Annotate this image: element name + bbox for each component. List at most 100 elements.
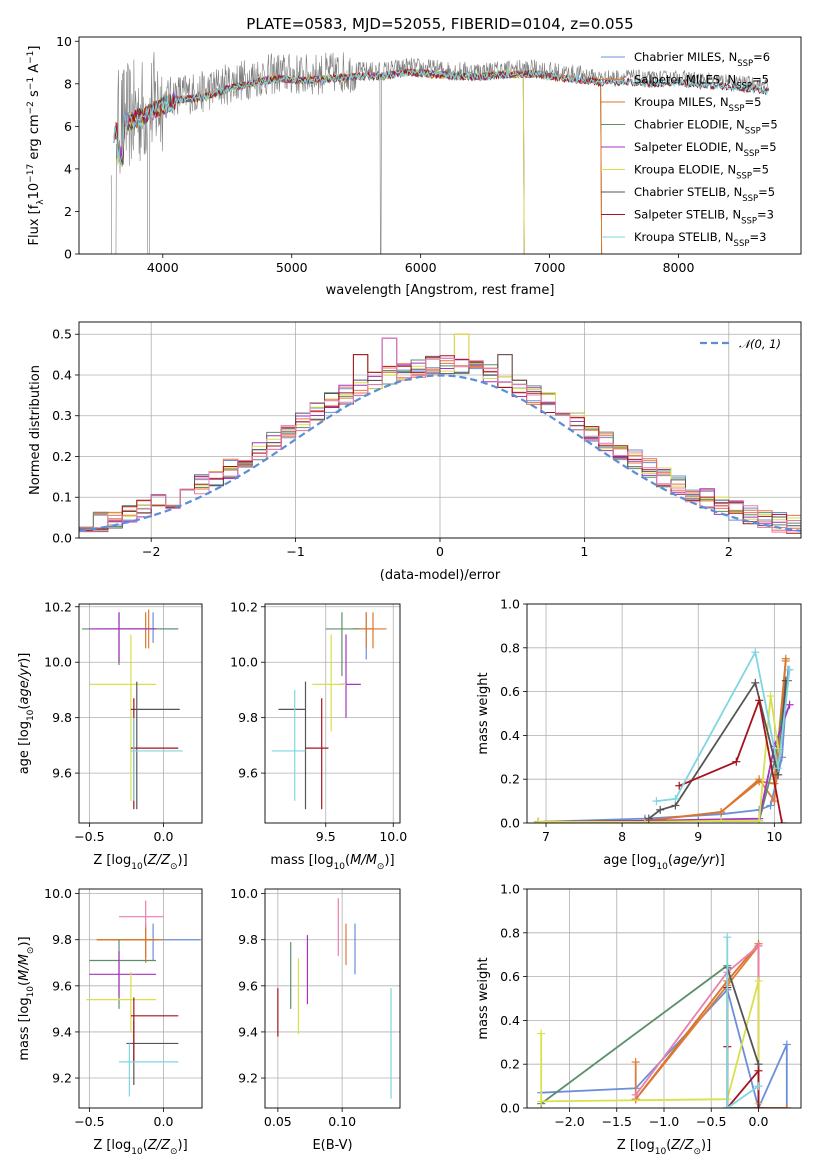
x-tick-label: 0.0 — [154, 829, 174, 844]
y-tick-label: 0.0 — [500, 1101, 520, 1116]
legend-entry: Salpeter MILES, NSSP=5 — [634, 73, 769, 92]
x-tick-label: 0.05 — [264, 1114, 292, 1129]
y-tick-label: 0.1 — [52, 490, 72, 505]
y-tick-label: 9.6 — [52, 766, 72, 781]
x-tick-label: 7000 — [534, 260, 566, 275]
y-tick-label: 0.0 — [52, 531, 72, 546]
x-axis-label: Z [log10(Z/Z⊙)] — [93, 853, 187, 872]
weight-marker — [717, 816, 726, 823]
weight-marker — [723, 1104, 732, 1108]
y-tick-label: 0.3 — [52, 408, 72, 423]
y-tick-label: 0.4 — [52, 367, 72, 382]
x-tick-label: 6000 — [405, 260, 437, 275]
axes-frame — [78, 321, 802, 539]
x-tick-label: 0.0 — [154, 1114, 174, 1129]
legend-entry: Kroupa STELIB, NSSP=3 — [634, 230, 766, 249]
weight-line — [538, 658, 787, 823]
data-point — [359, 612, 387, 649]
y-tick-label: 9.2 — [238, 1071, 258, 1086]
weight-marker — [754, 1104, 763, 1108]
data-point — [119, 1043, 179, 1097]
x-tick-label: 0 — [436, 544, 444, 559]
legend: Chabrier MILES, NSSP=6 Salpeter MILES, NS… — [601, 50, 778, 249]
y-axis-label: Flux [fλ10−17 erg cm−2 s−1 A−1] — [26, 46, 46, 246]
y-tick-label: 0.2 — [52, 449, 72, 464]
x-axis-label: (data-model)/error — [380, 568, 501, 583]
axes-frame — [264, 603, 401, 824]
weight-marker — [754, 976, 763, 985]
plot-area — [537, 933, 791, 1108]
axes-frame — [78, 603, 203, 824]
y-tick-label: 0.6 — [500, 684, 520, 699]
panel-EBV-mass: 0.05 0.10 9.2 9.4 9.6 9.8 10.0 E(B-V) — [230, 886, 401, 1153]
x-axis-label: mass [log10(M/M⊙)] — [270, 853, 394, 872]
weight-marker — [785, 700, 794, 709]
weight-marker — [656, 805, 665, 814]
weight-marker — [652, 797, 661, 806]
y-tick-label: 10.2 — [230, 599, 258, 614]
normal-curve — [79, 374, 801, 532]
y-tick-label: 0.2 — [500, 772, 520, 787]
weight-marker — [755, 777, 764, 786]
data-point — [89, 951, 157, 998]
weight-marker — [754, 1066, 763, 1075]
weight-marker — [537, 1097, 546, 1106]
weight-line — [678, 697, 783, 823]
weight-line — [538, 695, 780, 823]
weight-marker — [755, 696, 764, 705]
weight-marker — [766, 691, 775, 700]
y-tick-label: 9.6 — [238, 766, 258, 781]
weight-marker — [644, 814, 653, 823]
legend-entry: Chabrier ELODIE, NSSP=5 — [634, 118, 778, 137]
x-tick-label: −2 — [142, 544, 160, 559]
y-tick-label: 0.5 — [52, 327, 72, 342]
x-tick-label: 9 — [694, 829, 702, 844]
plot-area — [534, 648, 794, 823]
data-point — [89, 612, 157, 663]
legend-entry: 𝒩(0, 1) — [739, 337, 781, 351]
x-tick-label: 2 — [725, 544, 733, 559]
data-point — [305, 698, 329, 810]
weight-marker — [755, 816, 764, 823]
axes-frame — [78, 36, 802, 255]
weight-marker — [754, 941, 763, 950]
plot-area — [86, 900, 201, 1097]
legend: 𝒩(0, 1) — [700, 337, 781, 351]
data-point — [130, 681, 180, 810]
plot-area — [277, 898, 392, 1099]
y-tick-label: 0.4 — [500, 728, 520, 743]
weight-marker — [777, 819, 786, 823]
legend-entry: Salpeter ELODIE, NSSP=5 — [634, 140, 777, 159]
y-tick-label: 9.2 — [52, 1071, 72, 1086]
data-point — [130, 698, 179, 810]
y-tick-label: 9.8 — [238, 710, 258, 725]
data-point — [111, 923, 201, 961]
x-tick-label: −2.0 — [554, 1114, 584, 1129]
y-tick-label: 1.0 — [500, 597, 520, 612]
weight-marker — [631, 1058, 640, 1067]
x-tick-label: −1.5 — [602, 1114, 632, 1129]
axes-frame — [78, 888, 203, 1109]
y-tick-label: 0 — [64, 247, 72, 262]
data-point — [130, 997, 179, 1062]
y-tick-label: 10.0 — [44, 655, 72, 670]
weight-marker — [782, 1104, 791, 1108]
weight-line — [538, 669, 789, 823]
y-tick-label: 0.8 — [500, 640, 520, 655]
weight-marker — [631, 1090, 640, 1099]
y-axis-label: age [log10(age/yr)] — [17, 653, 36, 775]
weight-marker — [774, 764, 783, 773]
panel-spectrum: 4000 5000 6000 7000 8000 0 2 4 6 8 10 wavelength [A… — [26, 34, 802, 298]
x-tick-label: 5000 — [276, 260, 308, 275]
x-tick-label: 7 — [542, 829, 550, 844]
legend-entry: Salpeter STELIB, NSSP=3 — [634, 208, 774, 227]
y-tick-label: 10.0 — [230, 886, 258, 901]
y-tick-label: 0.4 — [500, 1013, 520, 1028]
plot-area — [79, 333, 801, 538]
x-tick-label: 8 — [618, 829, 626, 844]
x-tick-label: −0.5 — [696, 1114, 726, 1129]
weight-line — [541, 987, 788, 1108]
weight-marker — [640, 817, 649, 823]
y-tick-label: 10.0 — [230, 655, 258, 670]
